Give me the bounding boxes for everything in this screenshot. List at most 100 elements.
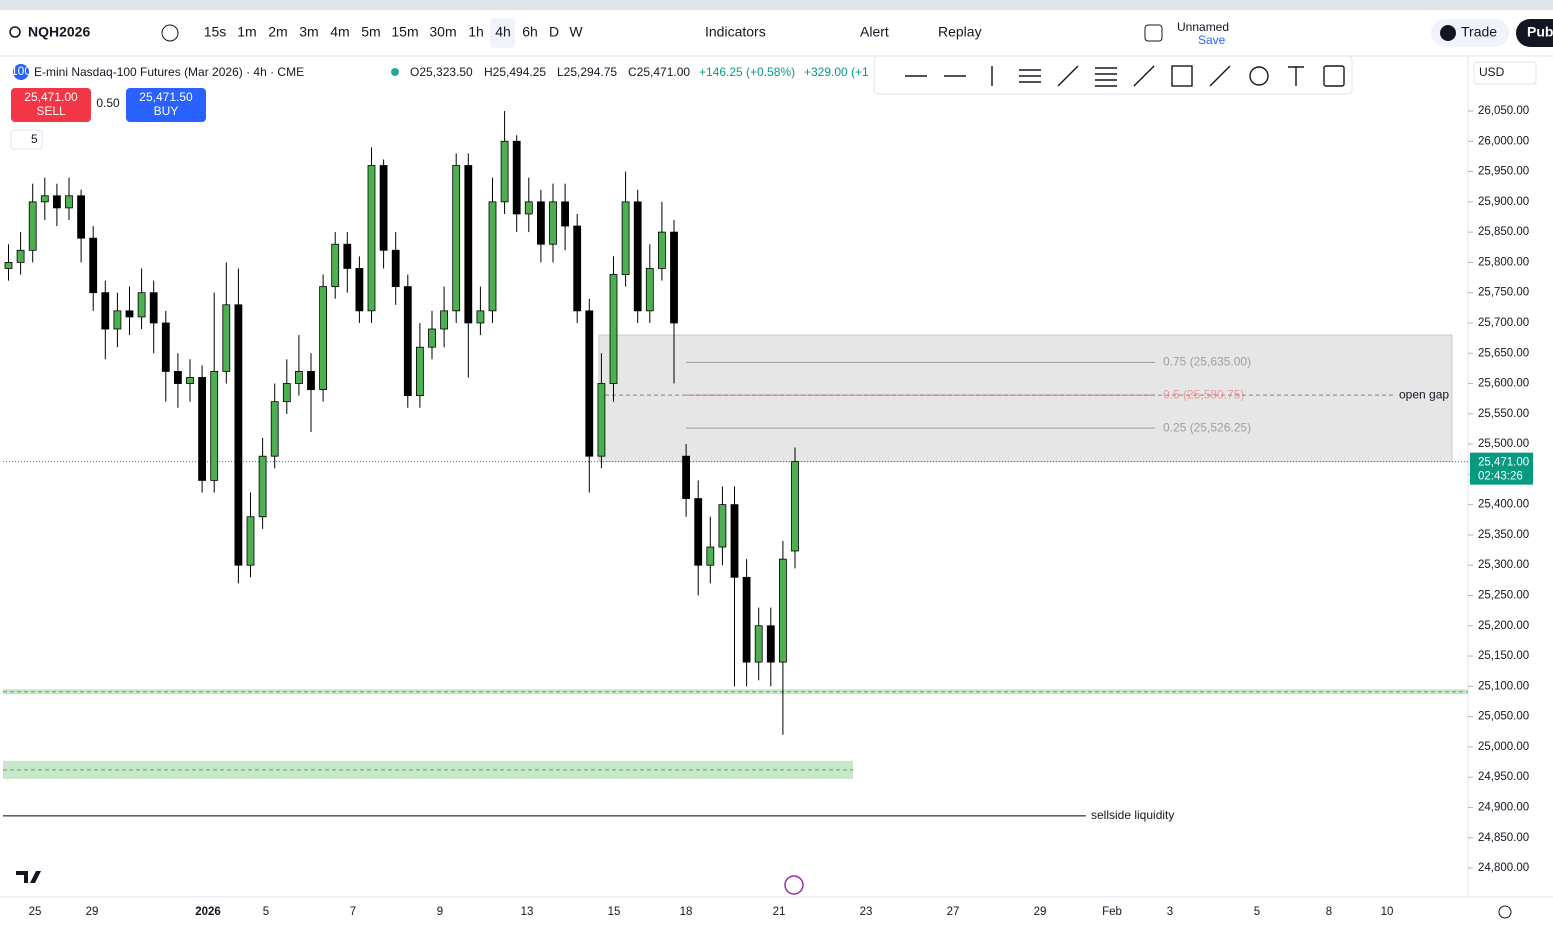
legend-extra: +329.00 (+1 [804, 65, 869, 79]
sell-price[interactable]: 25,471.00 [24, 90, 78, 104]
events-icon[interactable] [784, 875, 804, 895]
sell-label[interactable]: SELL [36, 104, 66, 118]
candle-body [137, 292, 146, 318]
candle-body [40, 195, 49, 203]
y-tick-label: 25,100.00 [1478, 680, 1529, 692]
y-tick-label: 25,250.00 [1478, 590, 1529, 602]
candle-body [682, 455, 690, 499]
interval-button[interactable]: 30m [429, 24, 456, 40]
candle-body [415, 346, 424, 397]
publish-button[interactable]: Pub [1527, 24, 1553, 40]
y-tick-label: 25,350.00 [1478, 529, 1529, 541]
buy-button[interactable] [126, 88, 206, 122]
settings-icon[interactable] [1498, 905, 1512, 919]
symbol-badge: 100 [11, 64, 31, 78]
interval-button[interactable]: 1h [468, 24, 484, 40]
interval-button[interactable]: D [549, 24, 559, 40]
x-tick-label: 3 [1167, 906, 1173, 918]
sell-button[interactable] [11, 88, 91, 122]
candle-body [428, 328, 436, 348]
x-tick-label: 10 [1381, 906, 1394, 918]
alert-button[interactable]: Alert [860, 24, 889, 40]
trade-button[interactable]: Trade [1461, 24, 1497, 40]
candle-body [500, 140, 509, 203]
indicators-toggle[interactable] [10, 129, 43, 150]
candle-body [706, 546, 715, 566]
indicators-button[interactable]: Indicators [705, 24, 766, 40]
symbol-badge-bg [13, 64, 29, 80]
candle-body [391, 249, 400, 288]
candle-body [561, 201, 569, 227]
candle-body [670, 231, 678, 324]
candle-body [524, 201, 533, 215]
save-label[interactable]: Save [1198, 33, 1226, 47]
y-tick-label: 25,400.00 [1478, 499, 1529, 511]
interval-button[interactable]: 6h [522, 24, 538, 40]
y-tick-label: 25,850.00 [1478, 226, 1529, 238]
y-tick-label: 25,550.00 [1478, 408, 1529, 420]
interval-button[interactable]: 5m [361, 24, 380, 40]
indicator-count[interactable]: 5 [31, 132, 38, 146]
candle-body [791, 461, 799, 552]
tool-channel[interactable] [1019, 69, 1041, 83]
interval-button[interactable]: W [569, 24, 583, 40]
tool-text[interactable] [1288, 66, 1304, 86]
replay-button[interactable]: Replay [938, 24, 982, 40]
add-symbol[interactable] [161, 24, 179, 42]
tool-trend[interactable] [1057, 65, 1079, 87]
interval-button[interactable]: 3m [299, 24, 318, 40]
interval-button[interactable]: 1m [237, 24, 256, 40]
last-price-badge [1470, 452, 1533, 485]
x-tick-label: 25 [29, 906, 42, 918]
candle-body [597, 383, 606, 457]
candle-body [742, 576, 751, 663]
candle-body [379, 165, 388, 251]
y-tick-label: 25,750.00 [1478, 287, 1529, 299]
interval-button[interactable]: 2m [268, 24, 287, 40]
candle-body [173, 371, 182, 384]
candle-body [452, 165, 461, 312]
candle-body [476, 310, 485, 324]
candle-body [779, 558, 787, 663]
interval-button[interactable]: 4m [330, 24, 349, 40]
x-tick-label: 29 [86, 906, 99, 918]
candle-body [440, 310, 449, 330]
spread: 0.50 [96, 96, 120, 110]
fib-label: 0.25 (25,526.25) [1163, 420, 1251, 434]
fib-label: 0.75 (25,635.00) [1163, 354, 1251, 368]
candle-body [161, 322, 170, 372]
search-icon[interactable] [9, 26, 21, 38]
candle-body [464, 165, 473, 324]
tool-line[interactable] [1209, 65, 1231, 87]
x-tick-label: 21 [773, 906, 786, 918]
publish-button-bg[interactable] [1516, 19, 1553, 47]
candle-body [549, 201, 557, 245]
x-tick-label: 2026 [195, 906, 221, 918]
tool-note[interactable] [1323, 65, 1345, 87]
tv-logo [16, 871, 41, 883]
interval-button[interactable]: 4h [495, 24, 511, 40]
candle-body [16, 249, 25, 263]
tool-circle[interactable] [1249, 66, 1269, 86]
legend-open: O25,323.50 [410, 65, 473, 79]
legend-close: C25,471.00 [628, 65, 690, 79]
legend-change: +146.25 (+0.58%) [699, 65, 795, 79]
y-tick-label: 25,500.00 [1478, 438, 1529, 450]
interval-button[interactable]: 15s [204, 24, 227, 40]
buy-label[interactable]: BUY [154, 104, 179, 118]
candle-body [294, 371, 303, 384]
tool-fib[interactable] [1095, 67, 1117, 87]
symbol[interactable]: NQH2026 [28, 24, 90, 40]
y-tick-label: 25,050.00 [1478, 711, 1529, 723]
buy-price[interactable]: 25,471.50 [139, 90, 193, 104]
layout-name[interactable]: Unnamed [1177, 20, 1229, 34]
currency-select[interactable] [1473, 61, 1537, 85]
candle-body [658, 231, 666, 269]
interval-button[interactable]: 15m [391, 24, 418, 40]
tool-rect[interactable] [1171, 65, 1193, 87]
candle-body [537, 201, 545, 245]
x-tick-label: 9 [437, 906, 443, 918]
currency[interactable]: USD [1479, 65, 1505, 79]
candle-body [198, 377, 207, 481]
tool-ray[interactable] [1133, 65, 1155, 87]
